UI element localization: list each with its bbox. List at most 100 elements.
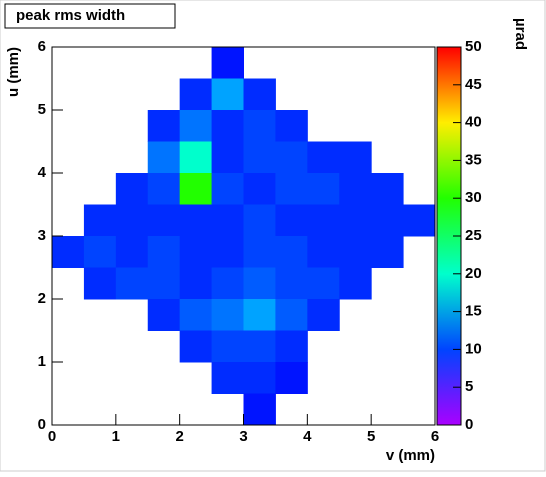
heat-cell bbox=[211, 78, 244, 111]
heat-cell bbox=[307, 299, 340, 331]
heat-cell bbox=[275, 236, 308, 268]
heat-cell bbox=[243, 110, 276, 142]
z-axis-label: µrad bbox=[512, 18, 529, 50]
heat-cell bbox=[211, 299, 244, 331]
heat-cell bbox=[339, 173, 372, 205]
heat-cell bbox=[52, 236, 85, 268]
heat-cell bbox=[371, 236, 404, 268]
z-tick-label: 50 bbox=[465, 38, 482, 55]
z-tick-label: 10 bbox=[465, 340, 482, 357]
z-tick-label: 30 bbox=[465, 189, 482, 206]
heat-cell bbox=[339, 141, 372, 174]
heat-cell bbox=[179, 204, 213, 237]
heat-cell bbox=[211, 236, 244, 268]
heat-cell bbox=[211, 362, 244, 394]
heat-cell bbox=[179, 78, 213, 111]
y-tick-label: 4 bbox=[38, 164, 47, 181]
heat-cell bbox=[275, 330, 308, 363]
heat-cell bbox=[211, 173, 244, 205]
heat-cell bbox=[243, 78, 276, 111]
heat-cell bbox=[83, 204, 117, 237]
heat-cell bbox=[115, 173, 149, 205]
heat-cell bbox=[147, 299, 181, 331]
z-tick-label: 45 bbox=[465, 76, 482, 93]
heat-cell bbox=[115, 204, 149, 237]
x-tick-label: 4 bbox=[303, 428, 312, 445]
heat-cell bbox=[211, 110, 244, 142]
z-tick-label: 20 bbox=[465, 265, 482, 282]
heat-cell bbox=[275, 173, 308, 205]
x-tick-label: 1 bbox=[112, 428, 120, 445]
z-tick-label: 0 bbox=[465, 416, 473, 433]
x-tick-label: 6 bbox=[431, 428, 439, 445]
x-tick-label: 3 bbox=[239, 428, 247, 445]
heat-cell bbox=[339, 267, 372, 300]
heat-cell bbox=[307, 173, 340, 205]
heat-cell bbox=[243, 236, 276, 268]
heat-cell bbox=[147, 110, 181, 142]
heat-cell bbox=[403, 204, 436, 237]
heat-cell bbox=[275, 204, 308, 237]
heat-cell bbox=[371, 204, 404, 237]
heat-cell bbox=[147, 236, 181, 268]
heat-cell bbox=[243, 393, 276, 426]
x-tick-label: 5 bbox=[367, 428, 375, 445]
heat-cell bbox=[147, 141, 181, 174]
heat-cell bbox=[371, 173, 404, 205]
y-tick-label: 1 bbox=[38, 353, 46, 370]
heat-cell bbox=[275, 362, 308, 394]
heat-cell bbox=[179, 267, 213, 300]
heat-cell bbox=[307, 204, 340, 237]
heat-cell bbox=[307, 141, 340, 174]
title-box bbox=[4, 3, 176, 29]
heat-cell bbox=[147, 267, 181, 300]
heat-cell bbox=[179, 110, 213, 142]
heat-cell bbox=[147, 173, 181, 205]
heat-cell bbox=[211, 330, 244, 363]
heat-cell bbox=[83, 236, 117, 268]
heat-cell bbox=[83, 267, 117, 300]
heat-cell bbox=[179, 236, 213, 268]
heat-cell bbox=[179, 299, 213, 331]
y-tick-label: 0 bbox=[38, 416, 46, 433]
z-tick-label: 40 bbox=[465, 114, 482, 131]
y-tick-label: 2 bbox=[38, 290, 46, 307]
heat-cell bbox=[307, 236, 340, 268]
heat-cell bbox=[339, 204, 372, 237]
heat-cell bbox=[243, 141, 276, 174]
heat-cell bbox=[243, 204, 276, 237]
y-tick-label: 3 bbox=[38, 227, 46, 244]
z-tick-label: 5 bbox=[465, 378, 473, 395]
heat-cell bbox=[211, 204, 244, 237]
heat-cell bbox=[275, 110, 308, 142]
heat-cell bbox=[211, 47, 244, 79]
chart-title: peak rms width bbox=[16, 7, 125, 24]
heat-cell bbox=[339, 236, 372, 268]
y-tick-label: 5 bbox=[38, 101, 46, 118]
heat-cell bbox=[179, 173, 213, 205]
heat-cell bbox=[243, 362, 276, 394]
heat-cell bbox=[275, 299, 308, 331]
heat-cell bbox=[275, 141, 308, 174]
y-axis-label: u (mm) bbox=[5, 47, 22, 97]
heat-cell bbox=[211, 267, 244, 300]
heat-cell bbox=[275, 267, 308, 300]
heat-cell bbox=[243, 330, 276, 363]
heat-cell bbox=[179, 330, 213, 363]
heat-cell bbox=[211, 141, 244, 174]
heat-cell bbox=[115, 267, 149, 300]
y-tick-label: 6 bbox=[38, 38, 46, 55]
heat-cell bbox=[243, 267, 276, 300]
x-axis-label: v (mm) bbox=[386, 447, 435, 464]
heat-cell bbox=[243, 173, 276, 205]
heat-cell bbox=[243, 299, 276, 331]
heat-cell bbox=[147, 204, 181, 237]
x-tick-label: 0 bbox=[48, 428, 56, 445]
z-tick-label: 25 bbox=[465, 227, 482, 244]
x-tick-label: 2 bbox=[175, 428, 183, 445]
heat-cell bbox=[307, 267, 340, 300]
heat-cell bbox=[115, 236, 149, 268]
z-tick-label: 15 bbox=[465, 303, 482, 320]
heat-cell bbox=[179, 141, 213, 174]
